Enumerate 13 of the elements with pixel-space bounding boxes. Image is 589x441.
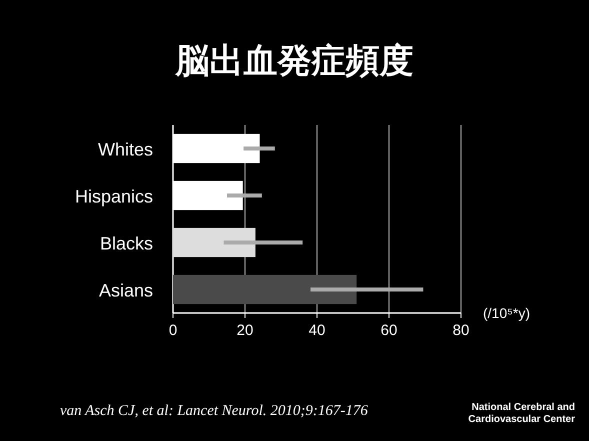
x-tick-label: 0 bbox=[168, 322, 178, 339]
chart-title: 脳出血発症頻度 bbox=[174, 42, 414, 80]
x-tick-label: 80 bbox=[452, 322, 470, 339]
x-tick-label: 20 bbox=[236, 322, 254, 339]
y-tick-label: Asians bbox=[98, 280, 153, 300]
x-tick-label: 40 bbox=[308, 322, 326, 339]
y-tick-label: Hispanics bbox=[74, 186, 153, 206]
y-tick-label: Blacks bbox=[100, 234, 153, 254]
text: National Cerebral and Cardiovascular Center bbox=[468, 402, 576, 425]
x-axis-title: (/10⁵*y) bbox=[483, 305, 530, 321]
x-tick-label: 60 bbox=[380, 322, 398, 339]
y-tick-label: Whites bbox=[98, 140, 153, 160]
text: van Asch CJ, et al: Lancet Neurol. 2010;9:167-176 bbox=[60, 403, 368, 419]
